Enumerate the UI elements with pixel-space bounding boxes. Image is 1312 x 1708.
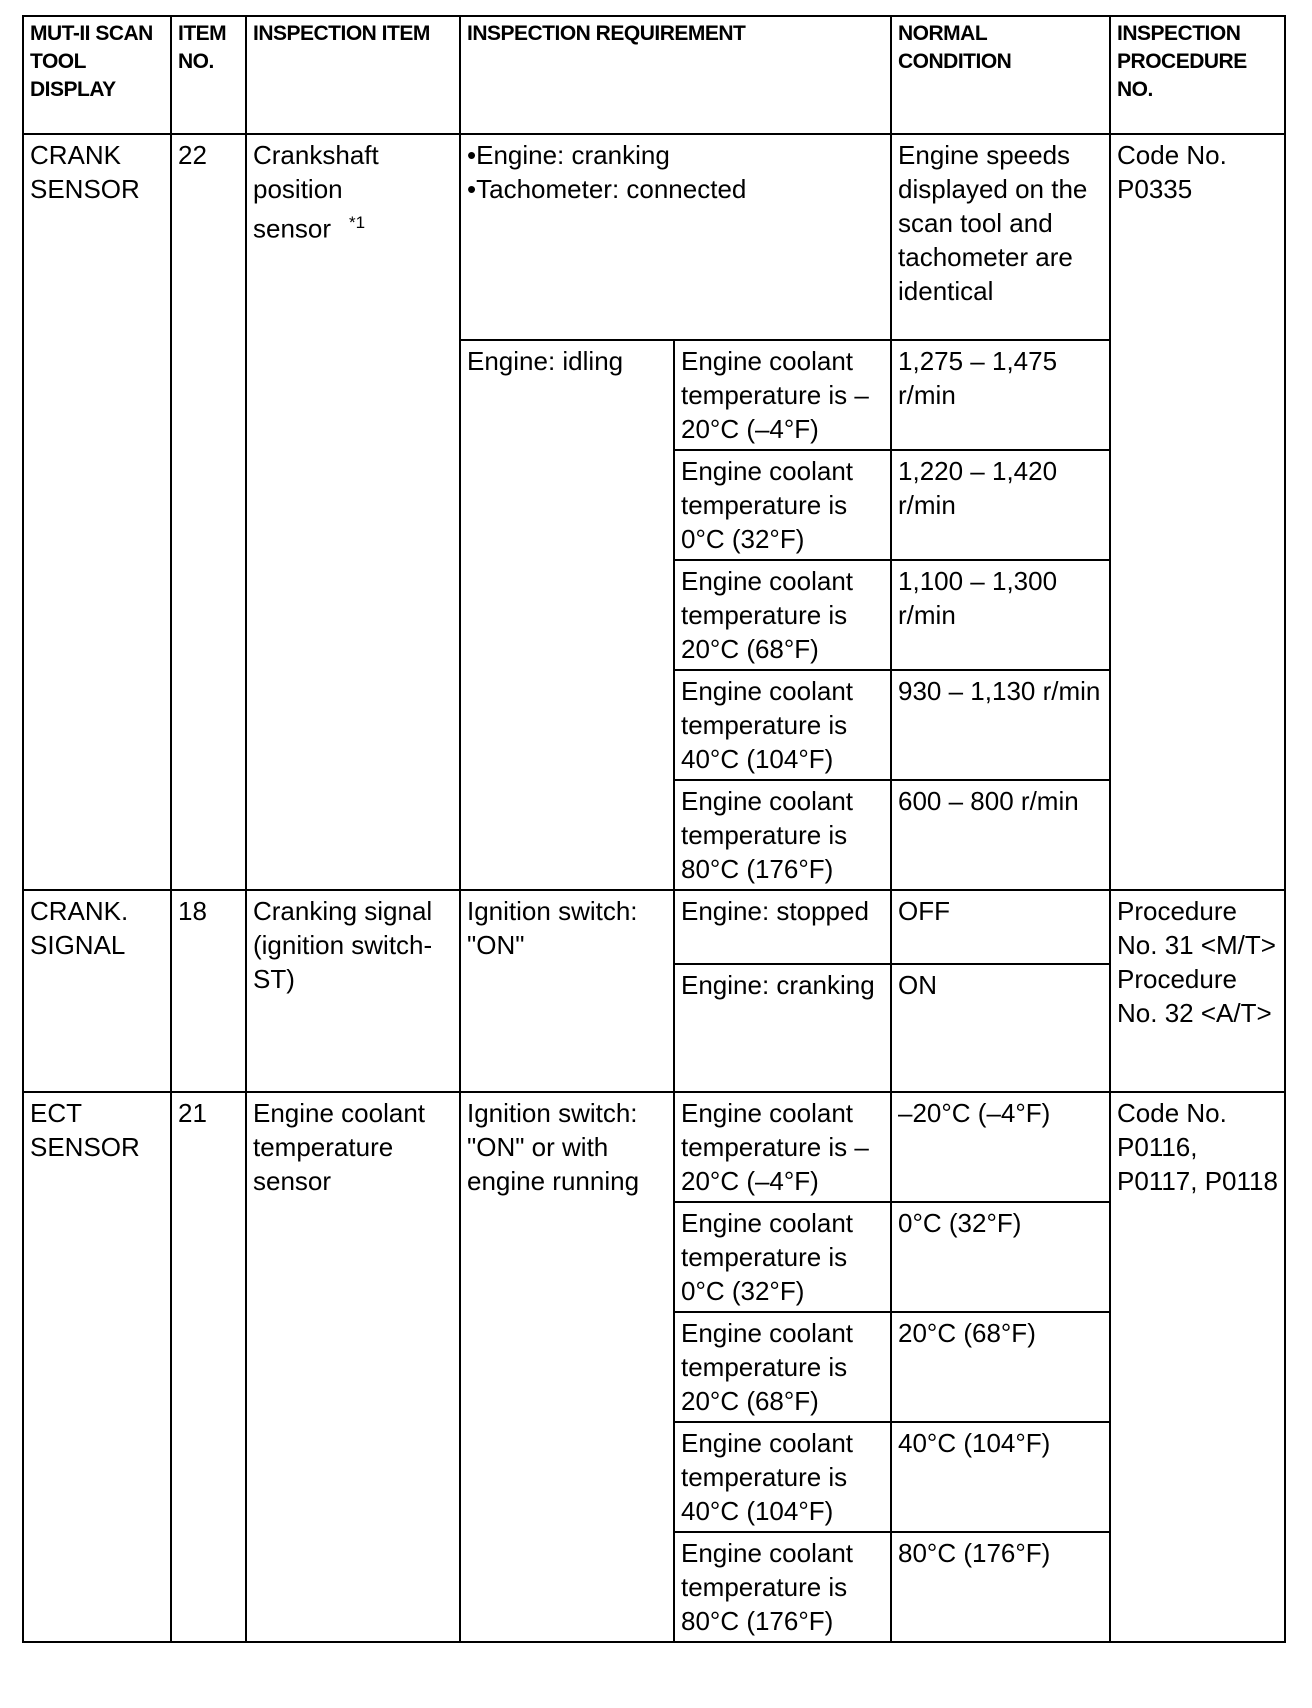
cell-normal: –20°C (–4°F) <box>890 1091 1112 1203</box>
cell-condition: Engine coolant temperature is 40°C (104°… <box>672 1421 893 1533</box>
cell-condition: Engine coolant temperature is 80°C (176°… <box>672 779 893 891</box>
cell-condition: Engine: cranking <box>672 963 893 1093</box>
cell-requirement: Ignition switch: "ON" or with engine run… <box>459 1091 675 1643</box>
cell-condition: Engine coolant temperature is 20°C (68°F… <box>672 559 893 671</box>
header-row: MUT-II SCAN TOOL DISPLAY ITEM NO. INSPEC… <box>22 15 1287 135</box>
cell-normal: OFF <box>890 889 1112 965</box>
cell-normal: 0°C (32°F) <box>890 1201 1112 1313</box>
cell-normal: 20°C (68°F) <box>890 1311 1112 1423</box>
cell-display: ECT SENSOR <box>22 1091 172 1643</box>
table-row: Engine coolant temperature is 20°C (68°F… <box>23 1311 1285 1423</box>
header-procedure: INSPECTION PROCEDURE NO. <box>1109 15 1287 135</box>
cell-normal: 930 – 1,130 r/min <box>890 669 1112 781</box>
cell-condition: Engine coolant temperature is 0°C (32°F) <box>672 449 893 561</box>
cell-normal: ON <box>890 963 1112 1093</box>
cell-item: Engine coolant temperature sensor <box>245 1091 461 1643</box>
cell-condition: Engine coolant temperature is –20°C (–4°… <box>672 1091 893 1203</box>
item-text: Crankshaft position sensor <box>253 140 379 244</box>
cell-condition: Engine coolant temperature is –20°C (–4°… <box>672 339 893 451</box>
cell-item-no: 22 <box>170 133 247 891</box>
table-row: Engine: idling Engine coolant temperatur… <box>23 339 1285 891</box>
table-row: Engine: cranking ON <box>23 963 1285 1093</box>
table-row: Engine coolant temperature is 80°C (176°… <box>23 779 1285 891</box>
cell-requirement: Engine: idling <box>459 339 675 891</box>
req-line: •Engine: cranking <box>467 140 670 170</box>
table-row: Engine coolant temperature is 20°C (68°F… <box>23 559 1285 671</box>
cell-item-no: 21 <box>170 1091 247 1643</box>
cell-procedure: Code No. P0335 <box>1109 133 1287 891</box>
table-row: CRANK SENSOR 22 Crankshaft position sens… <box>22 133 1287 891</box>
header-item-no: ITEM NO. <box>170 15 247 135</box>
cell-normal: 1,220 – 1,420 r/min <box>890 449 1112 561</box>
cell-item: Cranking signal (ignition switch-ST) <box>245 889 461 1093</box>
table-row: CRANK. SIGNAL 18 Cranking signal (igniti… <box>22 889 1287 1093</box>
cell-display: CRANK. SIGNAL <box>22 889 172 1093</box>
cell-condition: Engine coolant temperature is 80°C (176°… <box>672 1531 893 1643</box>
cell-normal: 40°C (104°F) <box>890 1421 1112 1533</box>
cell-normal: 1,275 – 1,475 r/min <box>890 339 1112 451</box>
cell-normal: Engine speeds displayed on the scan tool… <box>890 133 1112 341</box>
cell-procedure: Procedure No. 31 <M/T> Procedure No. 32 … <box>1109 889 1287 1093</box>
cell-item-no: 18 <box>170 889 247 1093</box>
req-line: •Tachometer: connected <box>467 174 747 204</box>
cell-normal: 600 – 800 r/min <box>890 779 1112 891</box>
cell-normal: 1,100 – 1,300 r/min <box>890 559 1112 671</box>
cell-item: Crankshaft position sensor *1 <box>245 133 461 891</box>
inspection-table: MUT-II SCAN TOOL DISPLAY ITEM NO. INSPEC… <box>22 15 1287 1643</box>
cell-requirement: •Engine: cranking •Tachometer: connected <box>458 133 893 341</box>
cell-requirement: Ignition switch: "ON" <box>459 889 675 1093</box>
table-row: ECT SENSOR 21 Engine coolant temperature… <box>22 1091 1287 1643</box>
cell-condition: Engine coolant temperature is 0°C (32°F) <box>672 1201 893 1313</box>
header-requirement: INSPECTION REQUIREMENT <box>458 15 893 135</box>
cell-display: CRANK SENSOR <box>22 133 172 891</box>
header-item: INSPECTION ITEM <box>245 15 461 135</box>
cell-condition: Engine: stopped <box>672 889 893 965</box>
table-row: Engine coolant temperature is 40°C (104°… <box>23 1421 1285 1533</box>
cell-condition: Engine coolant temperature is 20°C (68°F… <box>672 1311 893 1423</box>
cell-normal: 80°C (176°F) <box>890 1531 1112 1643</box>
header-display: MUT-II SCAN TOOL DISPLAY <box>22 15 172 135</box>
footnote: *1 <box>349 213 366 232</box>
table-row: Engine coolant temperature is 0°C (32°F)… <box>23 1201 1285 1313</box>
table-row: Engine coolant temperature is 80°C (176°… <box>23 1531 1285 1643</box>
cell-procedure: Code No. P0116, P0117, P0118 <box>1109 1091 1287 1643</box>
cell-condition: Engine coolant temperature is 40°C (104°… <box>672 669 893 781</box>
table-row: Engine coolant temperature is 40°C (104°… <box>23 669 1285 781</box>
header-normal: NORMAL CONDITION <box>890 15 1112 135</box>
table-row: Engine coolant temperature is 0°C (32°F)… <box>23 449 1285 561</box>
